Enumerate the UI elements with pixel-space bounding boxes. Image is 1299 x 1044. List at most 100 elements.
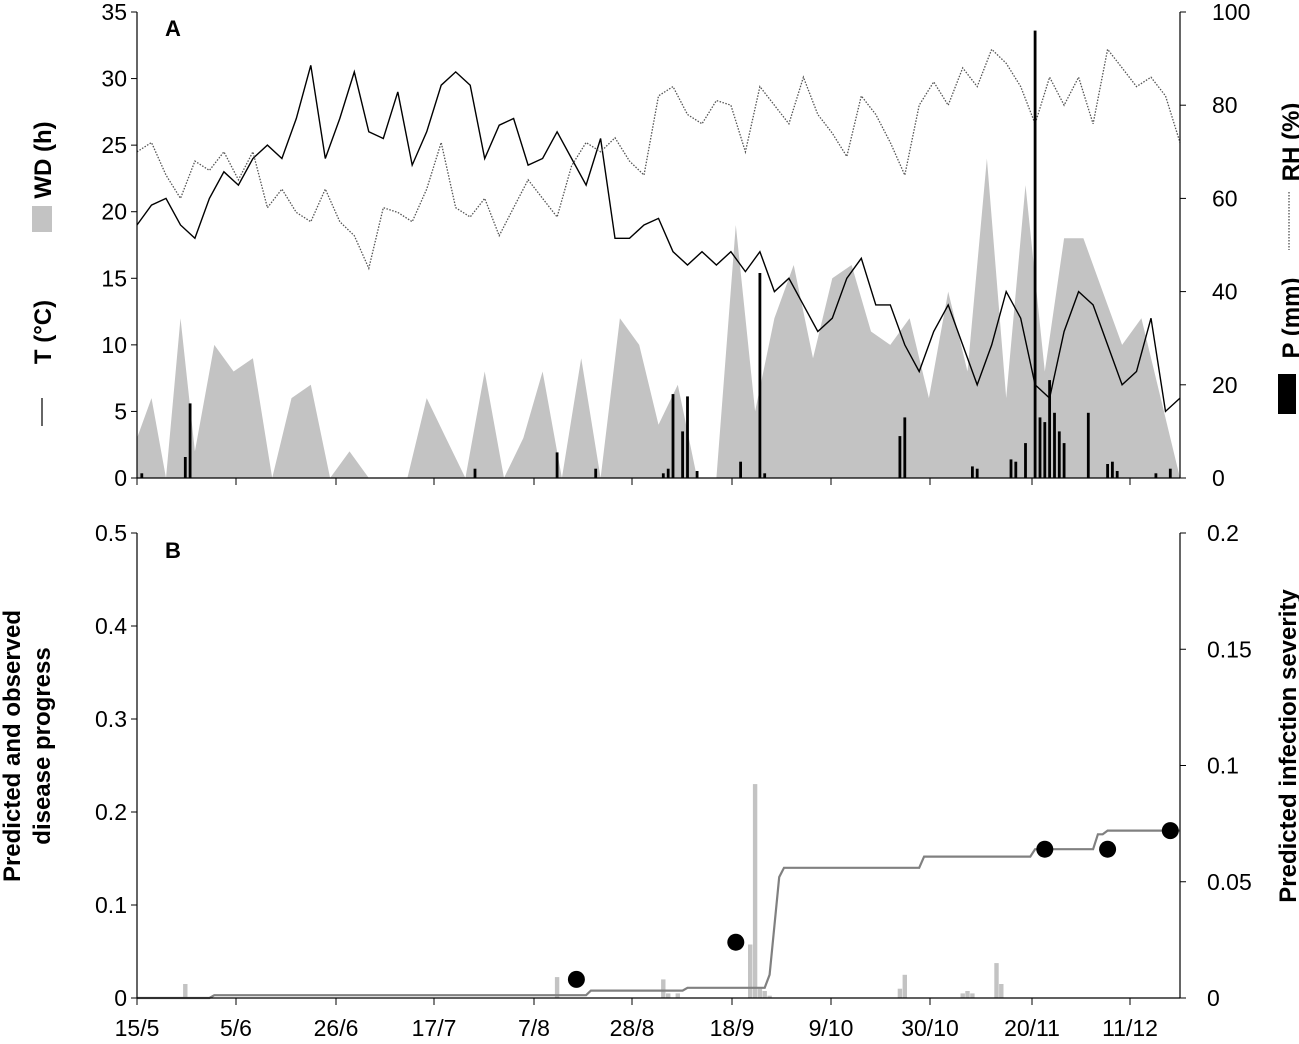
panel-a-series-rh [136, 47, 1181, 271]
severity-bar [675, 993, 680, 998]
precip-bar [758, 273, 762, 478]
precip-bar [1168, 468, 1172, 478]
severity-bar [994, 963, 999, 998]
panel-b-left-axis-title-line-2: disease progress [29, 647, 56, 844]
panel-a-left-tick-label: 20 [101, 199, 127, 225]
severity-bar [762, 991, 767, 998]
precip-bar [695, 471, 699, 478]
panel-b-x-tick-label: 7/8 [518, 1015, 550, 1041]
wd-legend-key [32, 206, 52, 232]
precip-bar [1111, 461, 1114, 478]
panel-a-right-tick-label: 20 [1212, 372, 1238, 398]
panel-a-left-tick-label: 30 [101, 66, 127, 92]
precip-bar [971, 466, 974, 478]
panel-b-x-tick-label: 30/10 [901, 1015, 959, 1041]
panel-b-label: B [165, 538, 181, 563]
severity-bar [757, 988, 763, 998]
precip-bar [188, 403, 192, 478]
precip-bar [1062, 443, 1066, 478]
precip-bar [975, 468, 979, 478]
severity-bar [767, 995, 772, 998]
precip-bar [1106, 464, 1109, 478]
panel-b-left-tick-label: 0 [114, 985, 127, 1011]
precip-bar [661, 473, 665, 478]
severity-bar [960, 993, 965, 998]
severity-bar [970, 993, 975, 998]
panel-b-right-tick-label: 0.15 [1207, 636, 1252, 662]
severity-bar [752, 784, 758, 998]
precip-bar [1154, 473, 1158, 478]
panel-a-series-wd-h [137, 158, 1180, 478]
panel-b-right-tick-label: 0.1 [1207, 753, 1239, 779]
panel-b-x-tick-label: 5/6 [220, 1015, 252, 1041]
precip-bar [594, 468, 598, 478]
panel-b-x-tick-label: 11/12 [1102, 1015, 1158, 1041]
precip-bar [763, 473, 767, 478]
precip-bar [1086, 412, 1090, 478]
precip-bar [555, 452, 559, 478]
observed-point [1099, 840, 1117, 858]
precip-bar [671, 394, 675, 478]
panel-b-left-axis-title-line-1: Predicted and observed [0, 610, 26, 882]
precip-bar [473, 468, 477, 478]
observed-point [727, 933, 745, 951]
panel-b-left-tick-label: 0.3 [95, 706, 127, 732]
panel-b-x-tick-label: 28/8 [610, 1015, 655, 1041]
precip-bar [686, 396, 689, 478]
panel-b-x-tick-label: 17/7 [412, 1015, 457, 1041]
panel-a [136, 30, 1181, 478]
panel-b [137, 784, 1180, 1000]
panel-b-x-tick-label: 9/10 [809, 1015, 854, 1041]
precip-bar [1057, 431, 1061, 478]
panel-a-left-tick-label: 25 [101, 132, 127, 158]
panel-b-x-tick-label: 18/9 [710, 1015, 755, 1041]
severity-bar [666, 993, 671, 998]
precip-bar [1048, 380, 1051, 478]
severity-bar [965, 991, 970, 998]
precip-bar [1014, 461, 1018, 478]
panel-b-right-tick-label: 0 [1207, 985, 1220, 1011]
panel-a-left-tick-label: 5 [114, 398, 127, 424]
p-legend-key [1278, 374, 1296, 414]
panel-b-left-tick-label: 0.2 [95, 799, 127, 825]
precip-bar [1038, 417, 1042, 478]
precip-bar [1024, 443, 1027, 478]
severity-bar [554, 977, 560, 998]
severity-bar [999, 984, 1004, 998]
panel-a-right-tick-label: 0 [1212, 465, 1225, 491]
panel-b-left-tick-label: 0.1 [95, 892, 127, 918]
panel-a-right-tick-label: 40 [1212, 279, 1238, 305]
severity-bar [897, 988, 903, 998]
panel-b-series-observed-progress [567, 822, 1179, 988]
panel-b-series-infection-severity [183, 784, 1004, 999]
panel-b-x-tick-label: 20/11 [1004, 1015, 1060, 1041]
precip-bar [739, 461, 742, 478]
panel-a-right-tick-label: 100 [1212, 0, 1250, 25]
precip-bar [140, 473, 144, 478]
precip-bar [681, 431, 684, 478]
panel-a-left-tick-label: 0 [114, 465, 127, 491]
panel-a-right-tick-label: 80 [1212, 92, 1238, 118]
precip-bar [903, 417, 907, 478]
panel-a-series-t-c [136, 65, 1181, 413]
severity-bar [661, 979, 666, 998]
panel-b-left-axis-title: Predicted and observed disease progress [0, 610, 56, 882]
panel-b-series-predicted-progress [137, 829, 1180, 1000]
observed-point [1036, 840, 1054, 858]
panel-b-right-tick-label: 0.05 [1207, 869, 1252, 895]
severity-bar [748, 944, 753, 998]
panel-b-right-axis-title: Predicted infection severity [1275, 589, 1299, 903]
panel-b-left-tick-label: 0.5 [95, 520, 127, 546]
panel-a-right-tick-label: 60 [1212, 185, 1238, 211]
rh-axis-title: RH (%) [1278, 103, 1299, 182]
panel-b-x-tick-label: 26/6 [314, 1015, 359, 1041]
panel-a-series-p-mm [140, 30, 1172, 478]
t-axis-title: T (°C) [30, 300, 57, 364]
precip-bar [1043, 422, 1047, 478]
panel-a-left-tick-label: 15 [101, 265, 127, 291]
severity-bar [183, 984, 188, 998]
precip-bar [183, 457, 187, 478]
panel-a-left-tick-label: 35 [101, 0, 127, 25]
precip-bar [1053, 412, 1056, 478]
